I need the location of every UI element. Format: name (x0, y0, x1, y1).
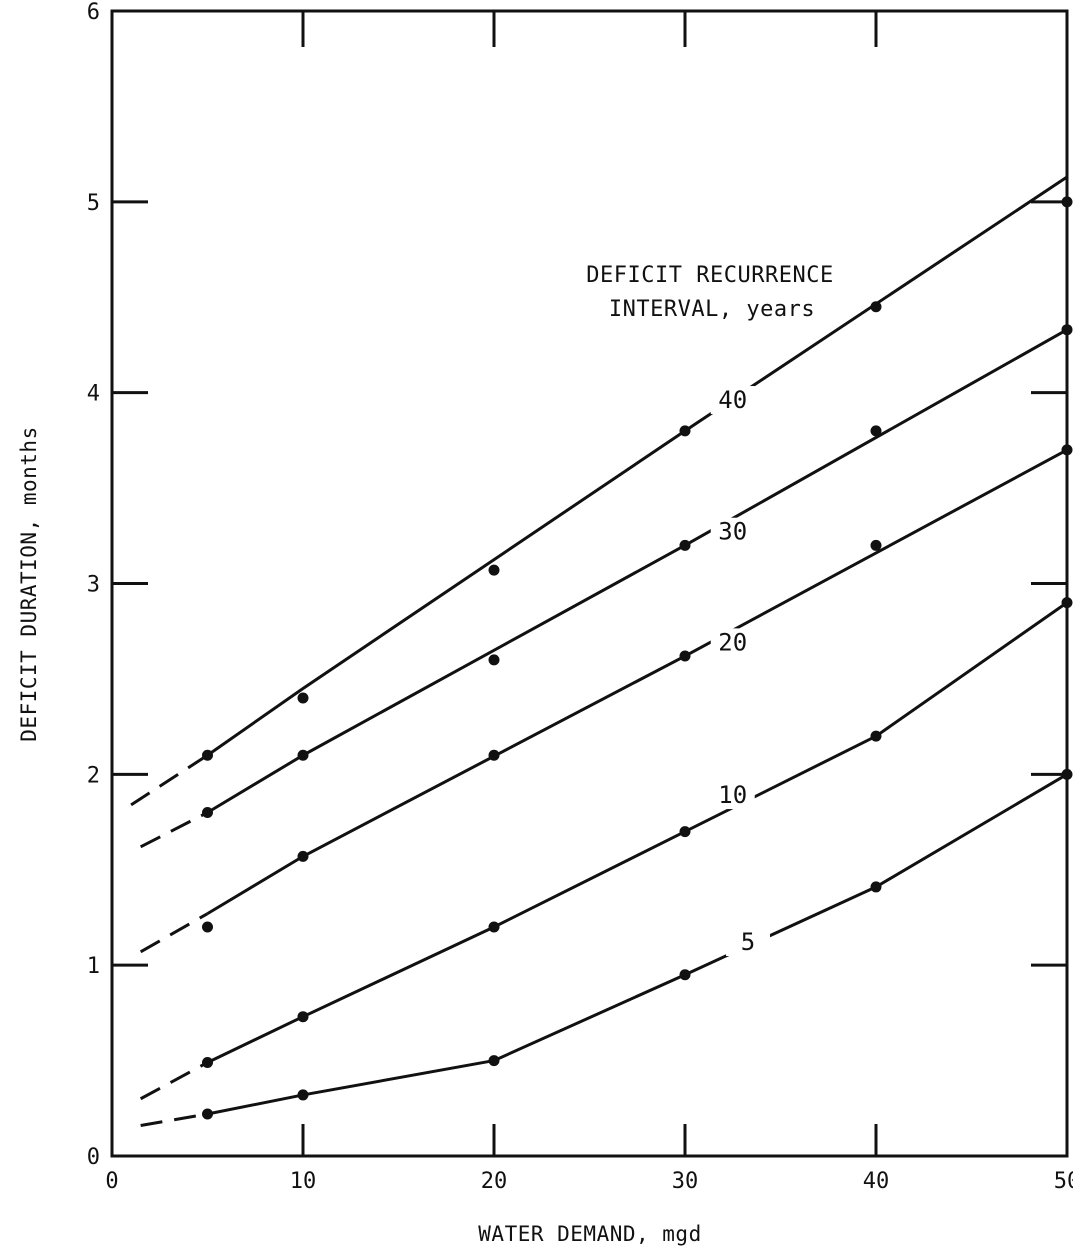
x-axis-title: WATER DEMAND, mgd (478, 1222, 701, 1246)
legend-title-line-1: DEFICIT RECURRENCE (586, 263, 833, 288)
curve-labels: 40 30 20 10 5 (710, 386, 771, 956)
series-20-point (297, 850, 309, 862)
series-20-point (488, 749, 500, 761)
x-tick-label: 20 (481, 1169, 508, 1194)
series-points (202, 196, 1073, 1120)
y-tick-label: 3 (87, 573, 100, 598)
series-20-point (870, 539, 882, 551)
plot-border (110, 9, 1069, 1158)
y-axis-title: DEFICIT DURATION, months (17, 426, 41, 741)
series-10-point (297, 1011, 309, 1023)
curve-label-20: 20 (718, 628, 747, 656)
series-40-extrapolated-line (130, 753, 209, 807)
series-lines (130, 175, 1068, 1127)
series-10-extrapolated-line (139, 1061, 209, 1101)
series-5-point (202, 1108, 213, 1120)
series-5-point (297, 1089, 309, 1101)
curve-label-background (726, 927, 771, 956)
series-5-point (488, 1055, 500, 1067)
series-5-line (207, 773, 1068, 1116)
series-5-point (679, 969, 691, 981)
series-40-point (1061, 196, 1073, 208)
series-40-point (679, 425, 691, 437)
series-10-point (202, 1056, 213, 1068)
series-40-point (488, 564, 500, 576)
series-30-point (870, 425, 882, 437)
series-30-point (679, 539, 691, 551)
series-10-line (206, 601, 1068, 1064)
x-tick-label: 0 (105, 1169, 118, 1194)
series-30-point (1061, 324, 1073, 336)
curve-label-background (710, 386, 755, 415)
x-tick-label: 40 (863, 1169, 890, 1194)
axis-ticks: 0 10 20 30 40 50 0 1 2 3 4 5 6 (87, 0, 1073, 1194)
curve-label-background (710, 781, 755, 810)
series-40-point (297, 692, 309, 704)
x-tick-label: 10 (290, 1169, 317, 1194)
curve-label-background (710, 517, 755, 546)
legend-title-line-2: INTERVAL, years (609, 297, 815, 322)
series-20-point (679, 650, 691, 662)
plot-frame (110, 9, 1069, 1158)
curve-label-40: 40 (718, 386, 747, 414)
series-30-point (202, 807, 213, 818)
x-tick-label: 50 (1054, 1169, 1073, 1194)
y-tick-label: 4 (87, 382, 100, 407)
series-20-point (1061, 444, 1073, 456)
curve-label-background (710, 628, 755, 657)
y-tick-label: 2 (87, 763, 100, 788)
series-5-point (1061, 768, 1073, 780)
x-tick-label: 30 (672, 1169, 699, 1194)
series-40-point (202, 749, 213, 761)
series-30-extrapolated-line (139, 811, 209, 849)
series-10-point (488, 921, 500, 933)
curve-label-10: 10 (718, 781, 747, 809)
series-10-point (870, 730, 882, 742)
series-40-point (870, 301, 882, 313)
series-10-point (1061, 597, 1073, 609)
series-20-line (206, 448, 1068, 915)
curve-label-5: 5 (741, 928, 755, 956)
series-20-extrapolated-line (139, 912, 209, 954)
series-5-point (870, 881, 882, 893)
series-30-point (488, 654, 500, 666)
series-5-extrapolated-line (140, 1112, 208, 1127)
series-30-point (297, 749, 309, 761)
series-10-point (679, 826, 691, 838)
y-tick-label: 6 (87, 0, 100, 25)
curve-label-30: 30 (718, 518, 747, 546)
series-30-line (206, 328, 1068, 814)
series-20-point (202, 921, 213, 933)
y-tick-label: 0 (87, 1145, 100, 1170)
y-tick-label: 1 (87, 954, 100, 979)
y-tick-label: 5 (87, 191, 100, 216)
